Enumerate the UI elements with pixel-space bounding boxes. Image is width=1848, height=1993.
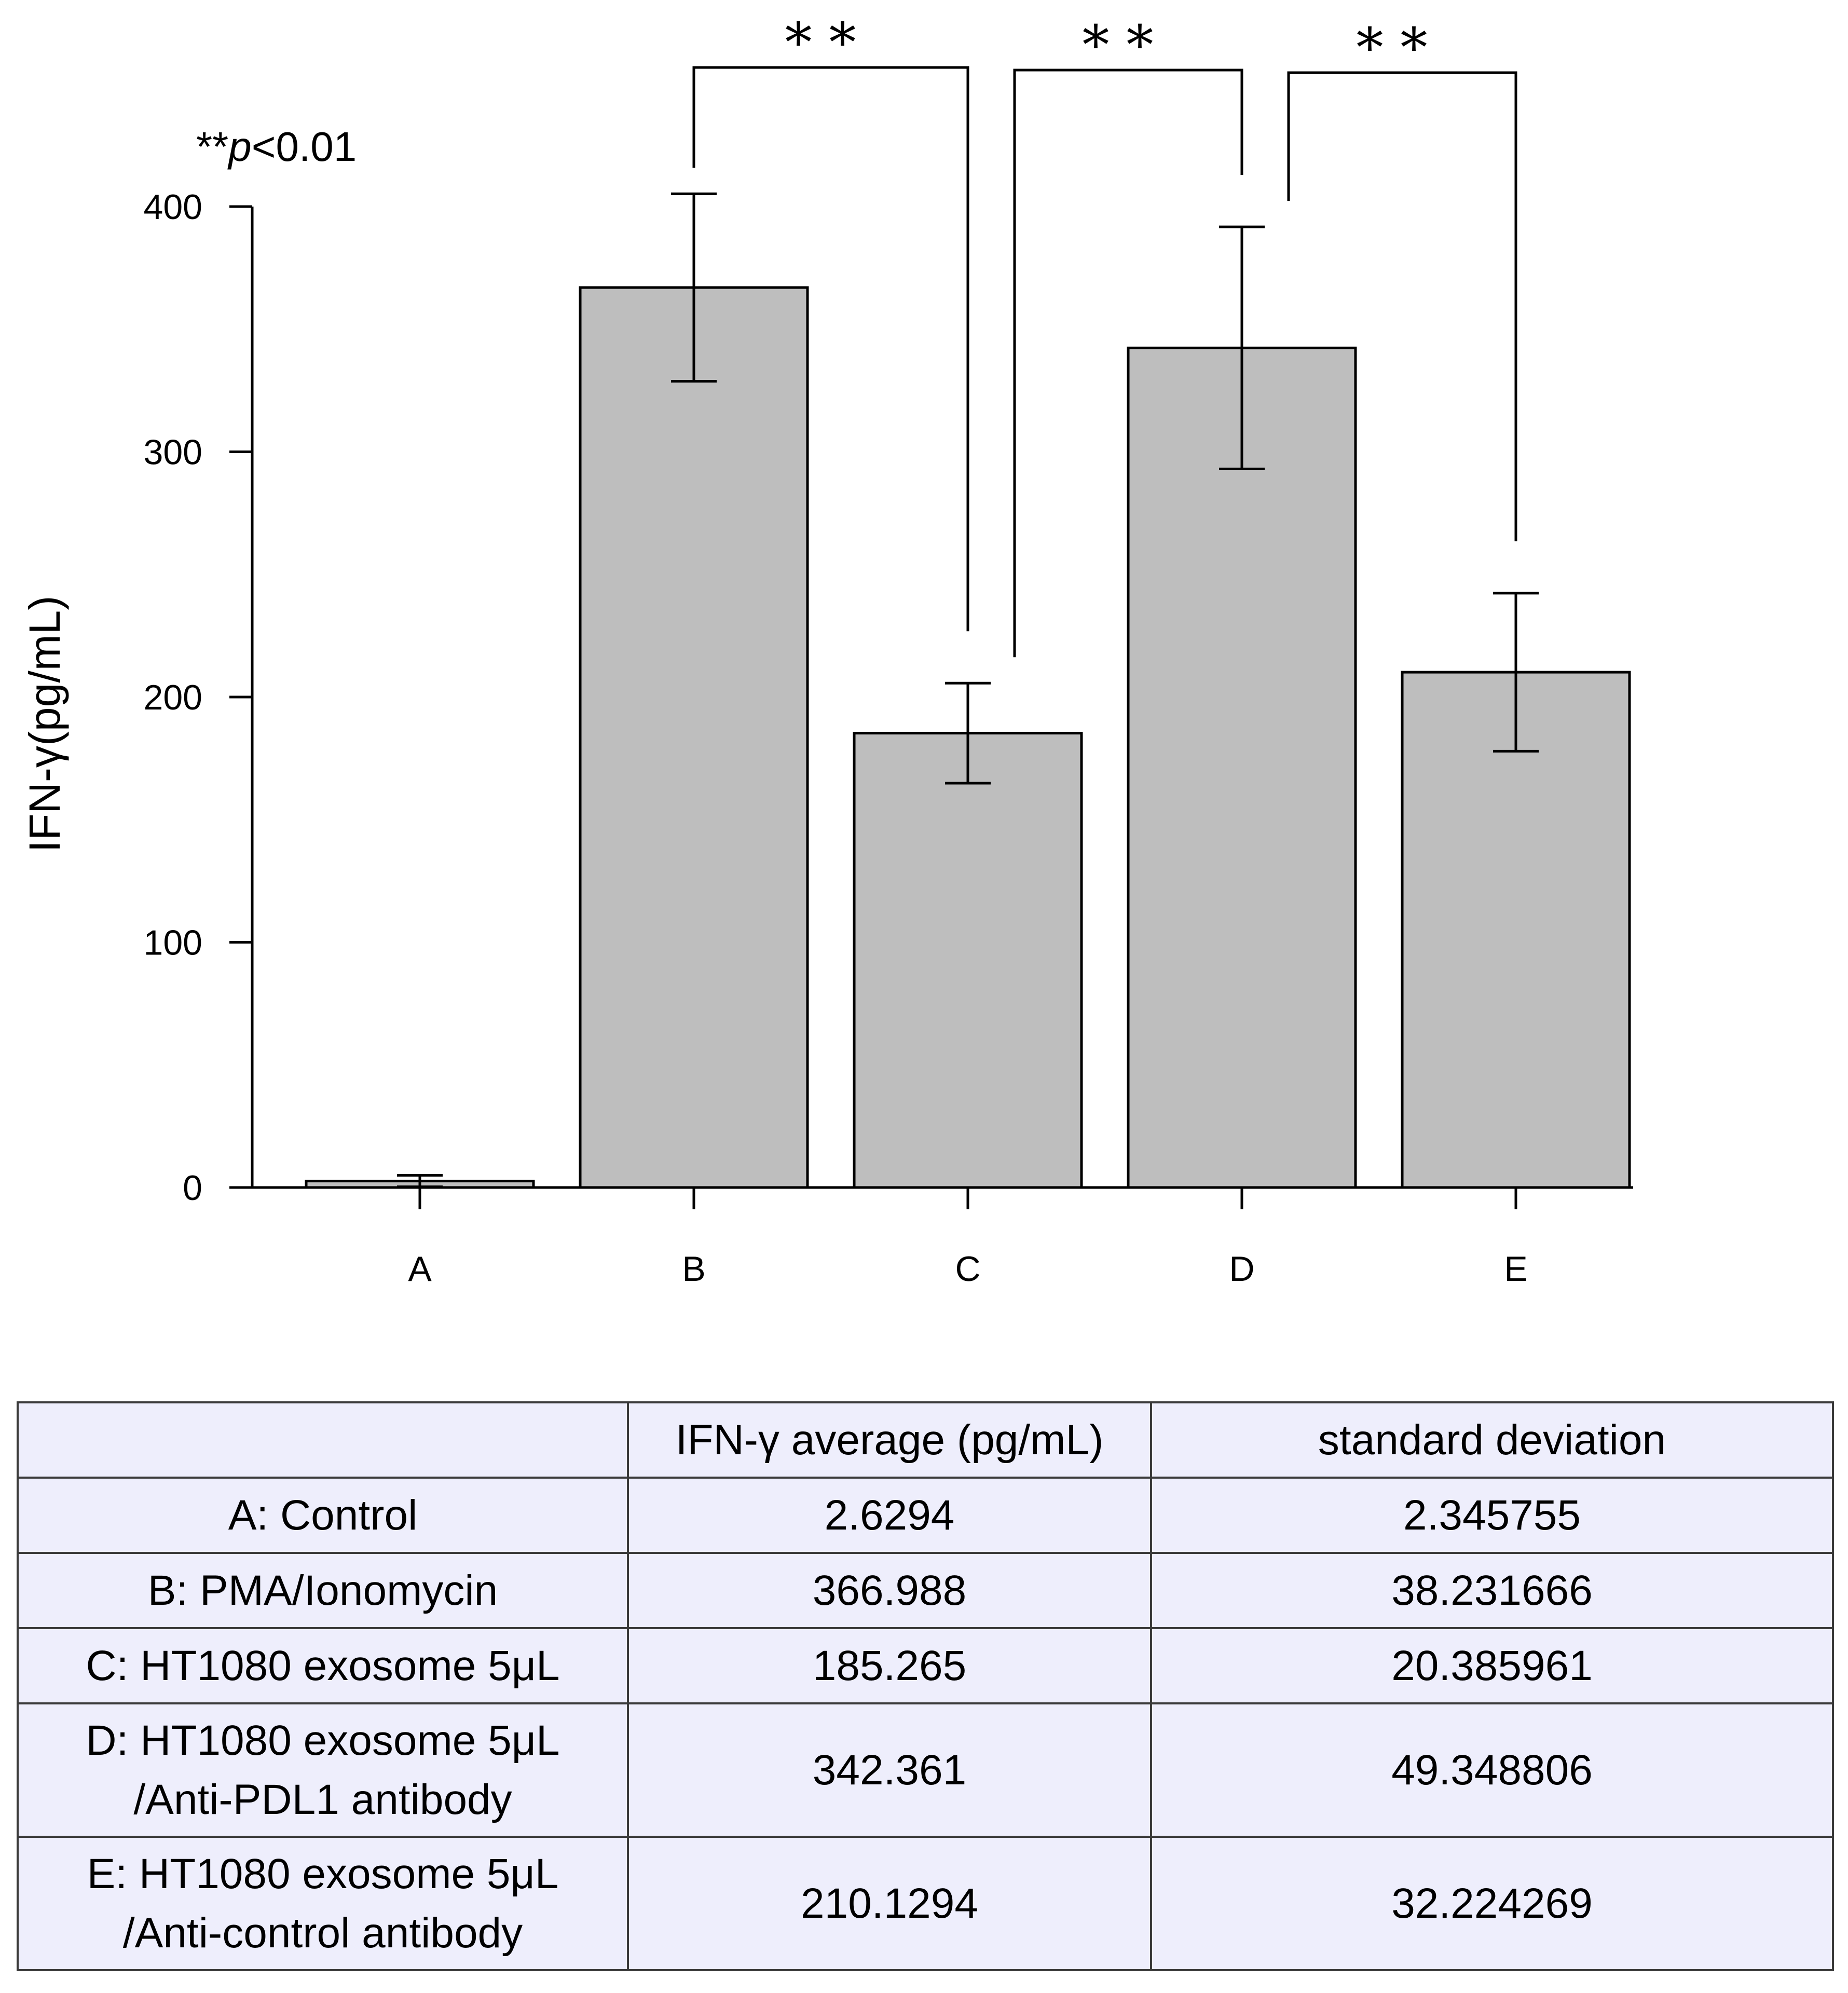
condition-line: E: HT1080 exosome 5μL (87, 1850, 559, 1898)
average-cell: 366.988 (627, 1552, 1152, 1629)
x-tick-label-C: C (955, 1249, 980, 1289)
table-row: A: Control 2.6294 2.345755 (17, 1477, 1834, 1554)
condition-line: C: HT1080 exosome 5μL (86, 1642, 560, 1689)
x-tick-label-D: D (1229, 1249, 1254, 1289)
significance-bracket-D-E (1287, 71, 1517, 541)
sd-cell: 32.224269 (1150, 1836, 1834, 1971)
sd-cell: 2.345755 (1150, 1477, 1834, 1554)
bar-chart: 0 100 200 300 400 A B C D E * * * * * * IFN-γ(pg/m… (20, 11, 1633, 1289)
average-cell: 342.361 (627, 1702, 1152, 1838)
average-cell: 185.265 (627, 1627, 1152, 1704)
p-note-stars: ** (196, 124, 228, 170)
table-row: B: PMA/Ionomycin 366.988 38.231666 (17, 1552, 1834, 1629)
condition-line: /Anti-PDL1 antibody (133, 1776, 512, 1823)
sd-cell: 49.348806 (1150, 1702, 1834, 1838)
p-note-italic: p (227, 124, 252, 170)
header-cell-empty (17, 1401, 629, 1479)
y-tick-label: 300 (144, 433, 202, 472)
condition-line: A: Control (228, 1491, 418, 1539)
y-tick-label: 0 (183, 1168, 202, 1208)
header-cell-average: IFN-γ average (pg/mL) (627, 1401, 1152, 1479)
significance-label-D-E: * * (1356, 16, 1427, 79)
condition-cell: B: PMA/Ionomycin (17, 1552, 629, 1629)
bar-B (579, 286, 809, 1189)
p-value-note: **p<0.01 (196, 124, 357, 170)
table-body: IFN-γ average (pg/mL) standard deviation… (17, 1401, 1834, 1971)
condition-cell: C: HT1080 exosome 5μL (17, 1627, 629, 1704)
x-axis: A B C D E (252, 1186, 1633, 1289)
significance-label-B-C: * * (785, 11, 856, 74)
y-tick-label: 100 (144, 923, 202, 963)
significance-bracket-B-C (692, 66, 969, 632)
condition-cell: E: HT1080 exosome 5μL/Anti-control antib… (17, 1836, 629, 1971)
x-tick-label-B: B (682, 1249, 705, 1289)
condition-line: B: PMA/Ionomycin (147, 1566, 498, 1614)
x-tick-label-E: E (1504, 1249, 1527, 1289)
sd-cell: 38.231666 (1150, 1552, 1834, 1629)
condition-line: D: HT1080 exosome 5μL (86, 1717, 560, 1765)
x-tick-label-A: A (408, 1249, 432, 1289)
y-axis: 0 100 200 300 400 (144, 187, 254, 1208)
significance-label-C-D: * * (1082, 13, 1153, 77)
data-table: IFN-γ average (pg/mL) standard deviation… (17, 1401, 1834, 1971)
table-header-row: IFN-γ average (pg/mL) standard deviation (17, 1401, 1834, 1479)
condition-cell: D: HT1080 exosome 5μL/Anti-PDL1 antibody (17, 1702, 629, 1838)
significance-bracket-C-D (1013, 69, 1243, 658)
y-tick-label: 200 (144, 678, 202, 717)
p-note-rest: <0.01 (252, 124, 357, 170)
average-cell: 210.1294 (627, 1836, 1152, 1971)
significance-brackets: * * * * * * (692, 11, 1517, 658)
table-row: E: HT1080 exosome 5μL/Anti-control antib… (17, 1836, 1834, 1971)
bars-group (305, 192, 1631, 1189)
condition-cell: A: Control (17, 1477, 629, 1554)
average-cell: 2.6294 (627, 1477, 1152, 1554)
table-row: D: HT1080 exosome 5μL/Anti-PDL1 antibody… (17, 1702, 1834, 1838)
y-axis-label: IFN-γ(pg/mL) (20, 596, 69, 853)
y-tick-label: 400 (144, 187, 202, 227)
condition-line: /Anti-control antibody (122, 1909, 523, 1957)
sd-cell: 20.385961 (1150, 1627, 1834, 1704)
header-cell-sd: standard deviation (1150, 1401, 1834, 1479)
table-row: C: HT1080 exosome 5μL 185.265 20.385961 (17, 1627, 1834, 1704)
bar-D (1127, 346, 1357, 1189)
bar-C (853, 732, 1083, 1189)
